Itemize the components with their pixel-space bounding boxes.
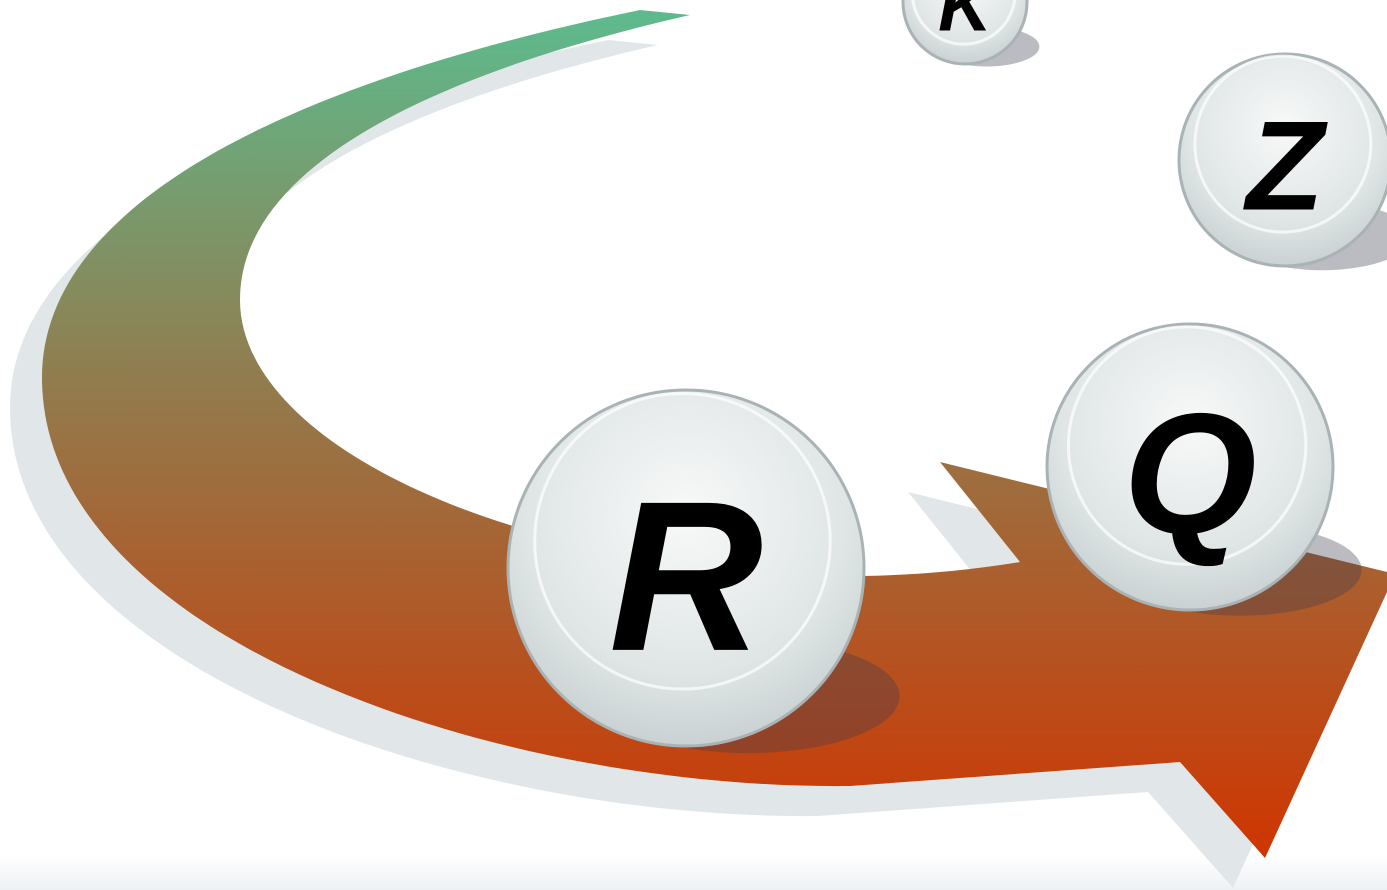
ball-letter: Z (1243, 94, 1328, 236)
ball-letter: Q (1123, 379, 1256, 570)
ball-letter: K (938, 0, 997, 47)
floor (0, 855, 1387, 890)
ball-letter: R (609, 458, 763, 696)
page: {"letters": ["K", "Z", "Q", "R"]} KZQR (… (0, 0, 1387, 890)
illustration: K Z Q R (0, 0, 1387, 890)
